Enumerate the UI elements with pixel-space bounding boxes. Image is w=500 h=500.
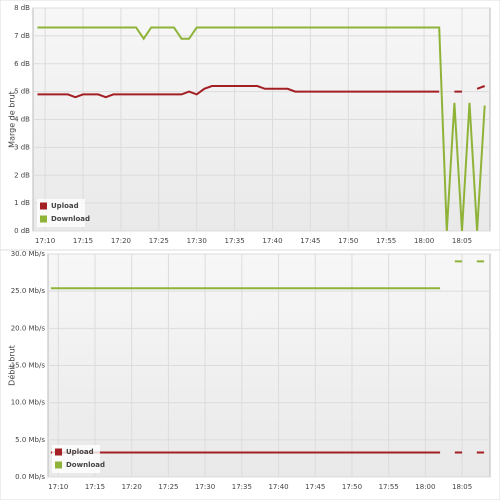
x-tick-label: 17:20 [111, 237, 131, 245]
legend-swatch [40, 202, 47, 210]
series-line [37, 26, 486, 232]
x-tick-label: 17:25 [149, 237, 169, 245]
x-tick-label: 17:40 [268, 483, 288, 491]
y-tick-label: 4 dB [14, 116, 30, 124]
x-tick-label: 17:35 [232, 483, 252, 491]
legend-label: Upload [66, 448, 94, 456]
y-tick-label: 7 dB [14, 32, 30, 40]
x-tick-label: 18:00 [414, 237, 434, 245]
x-tick-label: 17:45 [300, 237, 320, 245]
x-tick-label: 17:15 [85, 483, 105, 491]
x-tick-label: 17:10 [48, 483, 68, 491]
x-tick-label: 17:30 [195, 483, 215, 491]
legend-label: Download [51, 215, 90, 223]
legend-swatch [40, 215, 47, 223]
y-tick-label: 5 dB [14, 88, 30, 96]
y-tick-label: 2 dB [14, 171, 30, 179]
x-tick-label: 18:00 [415, 483, 435, 491]
x-tick-label: 17:20 [122, 483, 142, 491]
y-tick-label: 0 dB [14, 227, 30, 235]
y-tick-label: 25.0 Mb/s [11, 287, 46, 295]
y-tick-label: 3 dB [14, 143, 30, 151]
y-tick-label: 5.0 Mb/s [15, 436, 45, 444]
x-tick-label: 17:25 [158, 483, 178, 491]
y-axis-title: Débit brut [7, 345, 17, 386]
y-tick-label: 20.0 Mb/s [11, 324, 46, 332]
y-tick-label: 0.0 Mb/s [15, 473, 45, 481]
series-line [50, 260, 485, 290]
legend-label: Upload [51, 202, 79, 210]
y-tick-label: 6 dB [14, 60, 30, 68]
legend-swatch [55, 461, 62, 469]
y-tick-label: 15.0 Mb/s [11, 362, 46, 370]
x-tick-label: 17:10 [35, 237, 55, 245]
y-tick-label: 8 dB [14, 4, 30, 12]
x-tick-label: 17:35 [225, 237, 245, 245]
y-tick-label: 30.0 Mb/s [11, 250, 46, 258]
legend-swatch [55, 448, 62, 456]
x-tick-label: 17:50 [338, 237, 358, 245]
legend-label: Download [66, 461, 105, 469]
x-tick-label: 18:05 [452, 483, 472, 491]
y-axis-title: Marge de brut [8, 91, 17, 148]
x-tick-label: 17:55 [376, 237, 396, 245]
x-tick-label: 17:15 [73, 237, 93, 245]
x-tick-label: 17:40 [262, 237, 282, 245]
x-tick-label: 17:55 [379, 483, 399, 491]
y-tick-label: 10.0 Mb/s [11, 399, 46, 407]
x-tick-label: 17:45 [305, 483, 325, 491]
x-tick-label: 18:05 [452, 237, 472, 245]
x-tick-label: 17:50 [342, 483, 362, 491]
y-tick-label: 1 dB [14, 199, 30, 207]
series-line [37, 85, 486, 99]
x-tick-label: 17:30 [187, 237, 207, 245]
